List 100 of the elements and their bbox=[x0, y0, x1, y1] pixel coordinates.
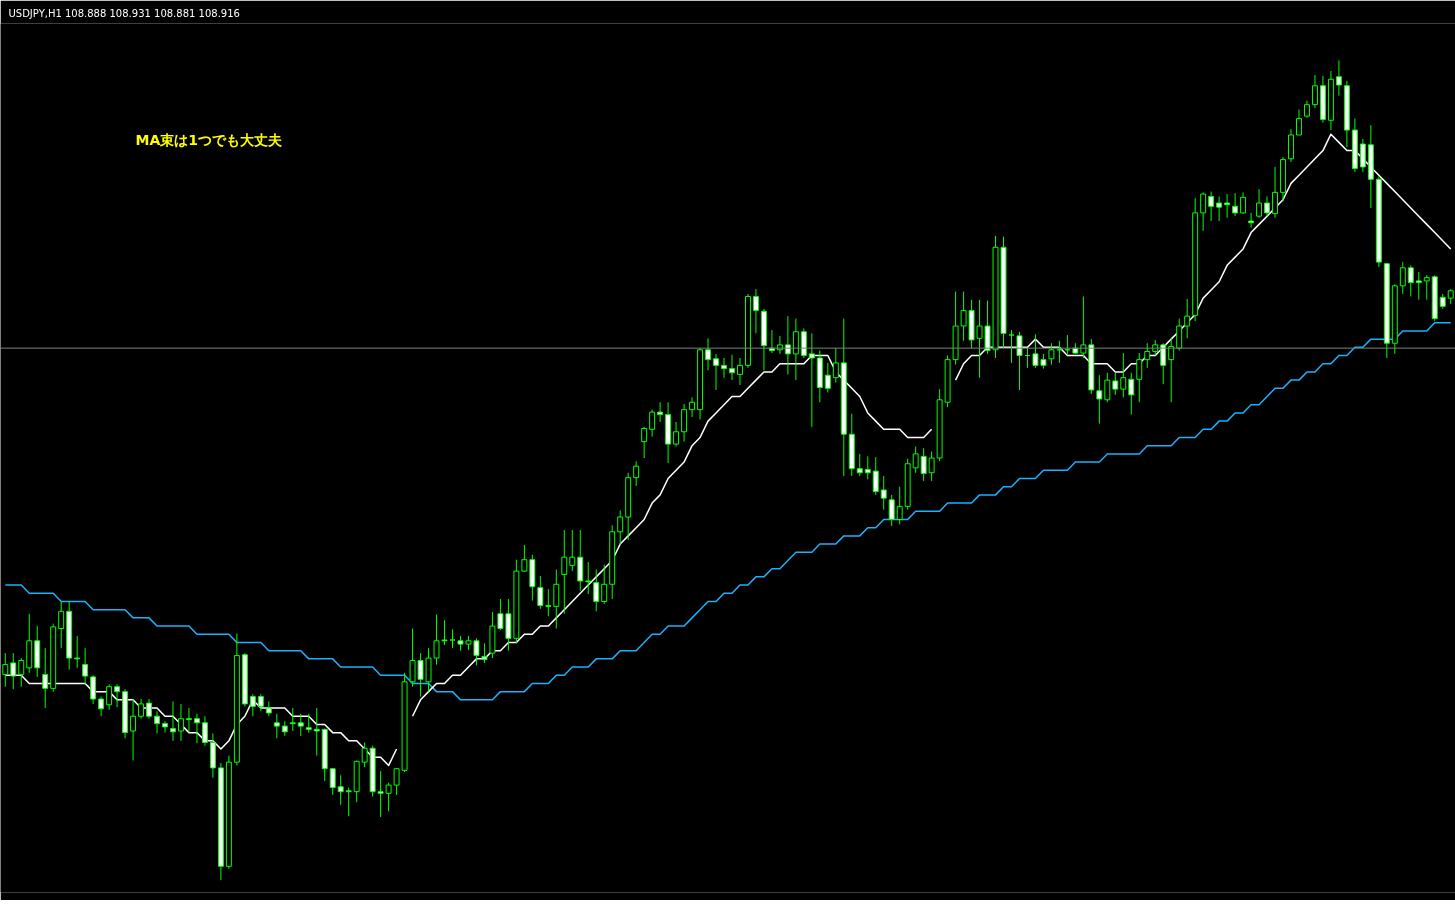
candlestick bbox=[1112, 372, 1119, 396]
candlestick bbox=[146, 698, 153, 720]
candlestick bbox=[792, 318, 799, 381]
candlestick bbox=[800, 327, 807, 359]
candlestick bbox=[569, 529, 576, 572]
candlestick bbox=[58, 600, 65, 649]
candlestick bbox=[1423, 274, 1430, 301]
candlestick bbox=[832, 347, 839, 384]
candlestick bbox=[90, 674, 97, 705]
candlestick bbox=[864, 455, 871, 480]
candlestick bbox=[345, 787, 352, 817]
candlestick bbox=[433, 614, 440, 666]
candlestick bbox=[1288, 128, 1294, 163]
annotation: MA束は1つでも大丈夫 bbox=[135, 131, 284, 148]
candlestick bbox=[138, 698, 145, 720]
candlestick bbox=[1311, 74, 1318, 109]
candlestick bbox=[1256, 188, 1263, 219]
candlestick bbox=[1096, 374, 1103, 425]
candlestick bbox=[641, 426, 648, 459]
chart-title: USDJPY,H1 108.888 108.931 108.881 108.916 bbox=[8, 7, 240, 19]
candlestick bbox=[920, 447, 927, 482]
candlestick bbox=[1216, 195, 1223, 222]
candlestick bbox=[1335, 59, 1342, 97]
candlestick bbox=[689, 396, 696, 418]
candlestick bbox=[561, 529, 568, 615]
candlestick bbox=[162, 720, 168, 734]
candlestick bbox=[1016, 331, 1023, 391]
candlestick bbox=[1399, 261, 1406, 295]
candlestick bbox=[1128, 372, 1135, 416]
candlestick bbox=[553, 568, 560, 630]
candlestick bbox=[1264, 195, 1271, 217]
candlestick bbox=[1008, 329, 1015, 364]
candlestick bbox=[1176, 318, 1183, 352]
candlestick bbox=[201, 715, 208, 747]
candlestick bbox=[1248, 212, 1255, 229]
candlestick bbox=[1160, 342, 1167, 385]
candlestick bbox=[1240, 191, 1247, 215]
candlestick bbox=[154, 710, 160, 734]
candlestick bbox=[713, 353, 719, 391]
candlestick bbox=[752, 288, 759, 334]
candlestick bbox=[657, 401, 664, 423]
candlestick bbox=[681, 403, 688, 443]
candlestick bbox=[673, 421, 680, 448]
candlestick bbox=[130, 698, 137, 762]
candlestick bbox=[114, 683, 121, 708]
candlestick bbox=[649, 409, 656, 438]
candlestick bbox=[1415, 271, 1422, 301]
candlestick bbox=[337, 774, 344, 806]
candlestick bbox=[577, 529, 584, 592]
candlestick bbox=[1120, 352, 1127, 398]
candlestick bbox=[1208, 191, 1215, 222]
candlestick bbox=[896, 486, 903, 525]
candlestick bbox=[585, 561, 592, 595]
candlestick bbox=[42, 647, 49, 709]
candlestick bbox=[617, 509, 624, 546]
candlestick bbox=[928, 450, 935, 482]
candlestick bbox=[721, 357, 727, 379]
candlestick bbox=[1296, 109, 1302, 136]
candlestick bbox=[633, 460, 640, 487]
candlestick bbox=[273, 713, 280, 739]
candlestick bbox=[170, 700, 176, 742]
candlestick bbox=[1184, 298, 1191, 339]
candlestick bbox=[449, 628, 456, 649]
candlestick bbox=[880, 475, 887, 511]
candlestick bbox=[305, 713, 312, 734]
candlestick bbox=[888, 494, 895, 527]
candlestick bbox=[106, 683, 113, 711]
candlestick bbox=[1144, 342, 1151, 369]
candlestick bbox=[1048, 342, 1055, 366]
candlestick bbox=[1232, 192, 1239, 217]
candlestick bbox=[537, 575, 544, 610]
candlestick bbox=[545, 588, 552, 617]
candlestick bbox=[313, 707, 320, 757]
candlestick bbox=[1272, 166, 1278, 219]
candlestick bbox=[74, 635, 81, 669]
candlestick bbox=[10, 652, 17, 690]
candlestick bbox=[82, 647, 89, 685]
candlestick bbox=[912, 446, 919, 474]
candlestick bbox=[185, 707, 192, 734]
candlestick bbox=[1136, 352, 1143, 403]
candlestick bbox=[1407, 264, 1414, 297]
candlestick bbox=[1200, 191, 1207, 232]
candlestick bbox=[808, 332, 815, 428]
candlestick bbox=[601, 564, 608, 605]
candlestick bbox=[1359, 138, 1366, 173]
candlestick bbox=[1224, 193, 1231, 219]
candlestick bbox=[824, 362, 831, 393]
candlestick bbox=[193, 713, 200, 744]
candlestick bbox=[872, 456, 879, 496]
candlestick bbox=[361, 741, 368, 768]
candlestick bbox=[1104, 372, 1111, 403]
candlestick bbox=[481, 642, 488, 664]
candlestick bbox=[729, 354, 735, 381]
candlestick bbox=[289, 707, 296, 732]
candlestick bbox=[856, 453, 863, 477]
candlestick bbox=[18, 657, 25, 688]
candlestick bbox=[329, 767, 336, 796]
candlestick bbox=[705, 337, 712, 371]
candlestick bbox=[98, 696, 105, 717]
candlestick bbox=[178, 703, 184, 742]
